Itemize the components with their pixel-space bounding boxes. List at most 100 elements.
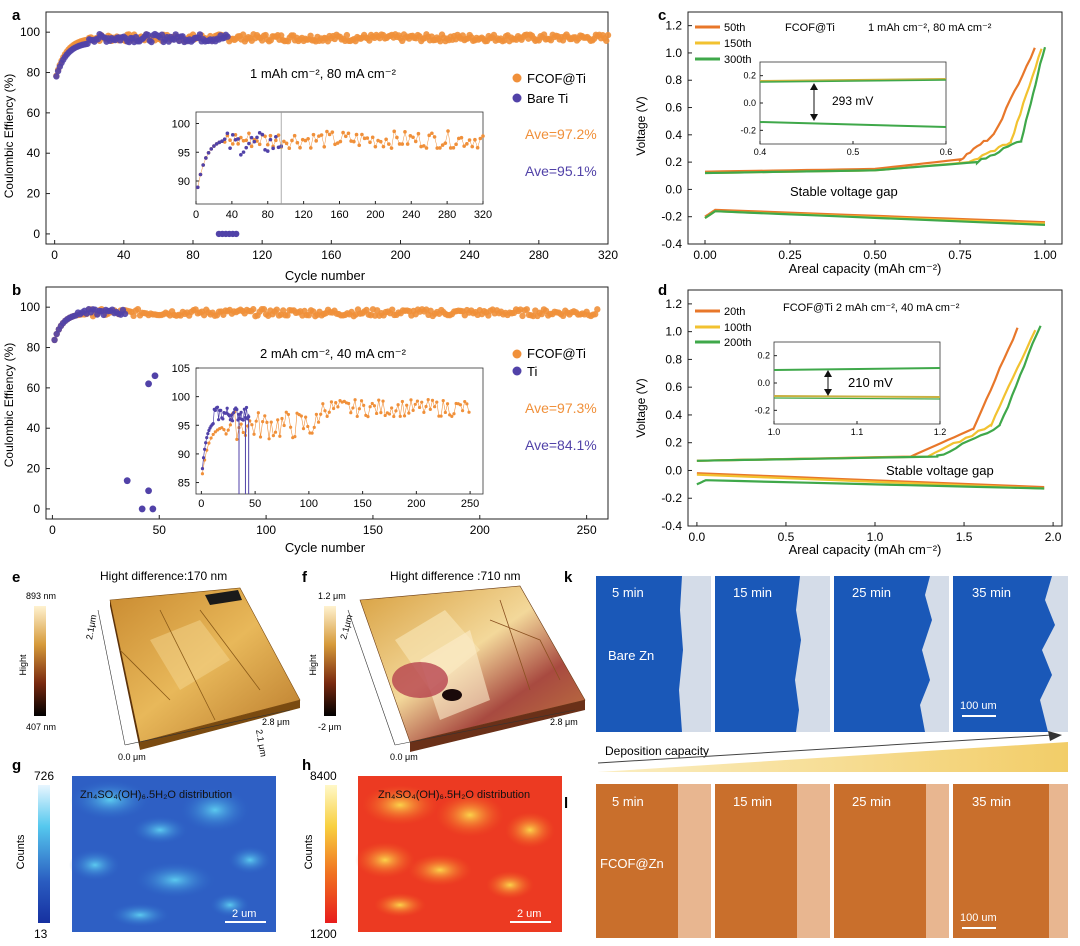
panel-b-inset-content: 0 50 100 150 200 250 85 90 95 100 105: [172, 363, 480, 510]
panel-d-title: FCOF@Ti 2 mAh cm⁻², 40 mA cm⁻²: [783, 302, 960, 314]
legend-b-fcof: FCOF@Ti: [527, 346, 586, 361]
legend-c-300th: 300th: [724, 54, 752, 66]
b-point-ti-outlier: [151, 372, 159, 380]
l-frame-4: [953, 784, 1068, 938]
b-point-fcof: [134, 305, 142, 313]
panel-f: f Hight difference :710 nm 1.2 μm -2 μm …: [302, 569, 586, 762]
deposition-indicator: Deposition capacity: [597, 731, 1068, 772]
d-inset-xtick-label: 1.2: [934, 427, 947, 437]
b-point-fcof: [130, 312, 137, 320]
inset-d-arrow-head-up: [824, 370, 832, 377]
a-xtick-label: 120: [252, 248, 272, 262]
a-inset-xtick-label: 320: [474, 209, 492, 221]
inset-c-arrow-head-up: [810, 83, 818, 90]
panel-f-letter: f: [302, 569, 308, 586]
panel-d-legend: 20th 100th 200th: [695, 306, 752, 349]
ave-b-ti: Ave=84.1%: [525, 437, 597, 453]
panel-g-letter: g: [12, 757, 21, 774]
panel-b-letter: b: [12, 282, 21, 299]
panel-e-grain: [150, 620, 230, 690]
a-point-bare: [158, 31, 166, 38]
d-inset-xtick-label: 1.0: [768, 427, 781, 437]
b-point-fcof: [594, 306, 601, 313]
a-inset-xtick-label: 0: [193, 209, 199, 221]
b-point-fcof: [388, 306, 396, 313]
k-time-1: 5 min: [612, 585, 644, 600]
inset-c-upper-line-green: [759, 79, 947, 83]
a-inset-point-bare: [220, 139, 224, 143]
legend-marker-bare: [512, 93, 522, 103]
panel-d-letter: d: [658, 282, 667, 299]
a-inset-point-bare: [222, 137, 227, 141]
a-inset-ytick-label: 90: [178, 176, 190, 188]
legend-a-bare: Bare Ti: [527, 91, 568, 106]
b-point-ti-outlier: [145, 487, 152, 495]
a-inset-point-bare: [241, 150, 246, 154]
b-point-fcof: [284, 312, 291, 319]
a-ytick-label: 40: [27, 146, 41, 160]
panel-e-dark-spot: [205, 590, 242, 605]
panel-a-frame: [45, 11, 609, 245]
deposition-wedge: [598, 742, 1068, 772]
a-inset-point-bare: [201, 163, 205, 167]
panel-f-pit: [392, 662, 448, 698]
c-inset-xtick-label: 0.4: [754, 147, 767, 157]
a-inset-point-bare: [247, 141, 251, 146]
panel-e-surface-side-left: [110, 600, 140, 750]
panel-k-letter: k: [564, 569, 573, 586]
panel-f-ridges: [489, 599, 561, 691]
panel-l-letter: l: [564, 795, 568, 812]
b-point-fcof: [591, 311, 599, 318]
c-ytick-label: 0.8: [665, 73, 682, 87]
panel-g-scalebar: 2 um: [232, 908, 256, 920]
ave-a-fcof: Ave=97.2%: [525, 126, 597, 142]
b-inset-ytick-label: 95: [178, 420, 190, 432]
c-xtick-label: 1.00: [1033, 248, 1057, 262]
a-inset-point-bare: [230, 133, 235, 137]
panel-h: h 8400 1200 Counts Zn₄SO₄(OH)₆.5H₂O dist…: [302, 757, 562, 941]
b-inset-ytick-label: 100: [172, 392, 190, 404]
a-inset-point-bare: [260, 132, 265, 137]
d-xtick-label: 0.5: [778, 530, 795, 544]
panel-e-scale-bottom: 407 nm: [26, 722, 56, 732]
l-time-4: 35 min: [972, 794, 1011, 809]
legend-c-50th: 50th: [724, 22, 745, 34]
a-xtick-label: 80: [186, 248, 200, 262]
panel-b-axes: 0 50 100 150 200 250 0 20 40 60 80 100: [20, 300, 597, 537]
panel-c-xlabel: Areal capacity (mAh cm⁻²): [789, 261, 942, 276]
panel-a-letter: a: [12, 7, 21, 24]
a-inset-ytick-label: 100: [172, 119, 190, 131]
l-sample-label: FCOF@Zn: [600, 856, 664, 871]
b-ytick-label: 60: [27, 381, 41, 395]
panel-h-scale-bottom: 1200: [310, 927, 337, 941]
panel-h-title: Zn₄SO₄(OH)₆.5H₂O distribution: [378, 789, 530, 801]
panel-d-axes: 0.0 0.5 1.0 1.5 2.0 -0.4 -0.2 0.0 0.2 0.4 0.6 0.8 1.…: [661, 297, 1061, 544]
d-inset-ytick-label: 0.2: [757, 351, 770, 361]
d-ytick-label: -0.2: [661, 491, 682, 505]
panel-e-title: Hight difference:170 nm: [100, 569, 227, 583]
panel-f-axis-x: [394, 709, 576, 746]
panel-d-xlabel: Areal capacity (mAh cm⁻²): [789, 542, 942, 557]
d-inset-ytick-label: 0.0: [757, 378, 770, 388]
l-scalebar: 100 um: [960, 912, 997, 924]
panel-a-ylabel: Coulombic Effiency (%): [2, 74, 16, 199]
b-point-ti-outlier: [149, 505, 157, 513]
panel-e-scale-top: 893 nm: [26, 591, 56, 601]
inset-c-lower-line: [759, 121, 947, 128]
c-ytick-label: 1.0: [665, 46, 682, 60]
b-point-fcof: [250, 306, 257, 313]
legend-d-100th: 100th: [724, 322, 752, 334]
a-ytick-label: 0: [33, 227, 40, 241]
panel-g-blobs: [69, 780, 272, 927]
panel-e: e Hight difference:170 nm 893 nm 407 nm …: [12, 569, 301, 762]
c-ytick-label: 1.2: [665, 19, 682, 33]
legend-marker-b-ti: [512, 366, 522, 376]
b-point-ti: [121, 310, 129, 318]
a-point-bare: [148, 38, 155, 46]
panel-c-legend: 50th 150th 300th: [695, 22, 752, 66]
a-xtick-label: 280: [529, 248, 549, 262]
panel-a-condition: 1 mAh cm⁻², 80 mA cm⁻²: [250, 66, 397, 81]
k-frame-4: [953, 576, 1068, 732]
a-point-bare: [196, 31, 204, 38]
a-inset-point-bare: [274, 134, 278, 139]
